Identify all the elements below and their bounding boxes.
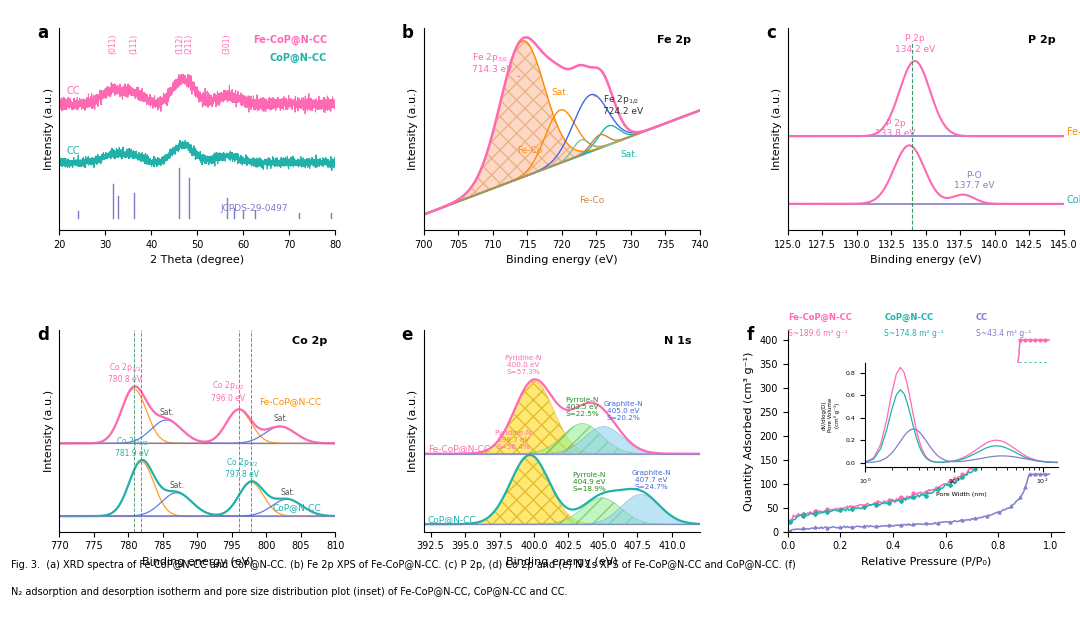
X-axis label: 2 Theta (degree): 2 Theta (degree) [150, 255, 244, 265]
Text: d: d [38, 327, 50, 344]
Y-axis label: Quantity Adsorbed (cm³ g⁻¹): Quantity Adsorbed (cm³ g⁻¹) [744, 351, 754, 511]
Y-axis label: Intensity (a.u.): Intensity (a.u.) [408, 390, 418, 472]
Text: CoP@N-CC: CoP@N-CC [270, 53, 327, 63]
Text: Sat.: Sat. [170, 480, 185, 489]
X-axis label: Relative Pressure (P/P₀): Relative Pressure (P/P₀) [861, 557, 991, 567]
Text: CoP@N-CC: CoP@N-CC [273, 503, 322, 511]
Text: Co 2p$_{1/2}$
796.0 eV: Co 2p$_{1/2}$ 796.0 eV [212, 379, 245, 403]
Text: Fig. 3.  (a) XRD spectra of Fe-CoP@N-CC and CoP@N-CC. (b) Fe 2p XPS of Fe-CoP@N-: Fig. 3. (a) XRD spectra of Fe-CoP@N-CC a… [11, 560, 796, 570]
Text: P-O
137.7 eV: P-O 137.7 eV [954, 171, 995, 191]
Text: Sat.: Sat. [273, 415, 288, 423]
Text: (211): (211) [185, 34, 193, 54]
Text: CoP@N-CC: CoP@N-CC [885, 313, 934, 322]
Y-axis label: Intensity (a.u.): Intensity (a.u.) [44, 88, 54, 170]
Text: P 2p: P 2p [1028, 35, 1055, 44]
Text: P 2p
133.8 eV: P 2p 133.8 eV [875, 119, 916, 138]
Text: Co 2p$_{1/2}$
797.8 eV: Co 2p$_{1/2}$ 797.8 eV [226, 456, 259, 479]
Text: f: f [746, 327, 754, 344]
Text: e: e [402, 327, 413, 344]
Text: CC: CC [66, 86, 80, 96]
Text: Pyridine-N
399.7 eV
S=56.4%: Pyridine-N 399.7 eV S=56.4% [495, 430, 532, 449]
Text: Sat.: Sat. [160, 408, 175, 417]
Y-axis label: Intensity (a.u.): Intensity (a.u.) [44, 390, 54, 472]
Text: Fe-CoP@N-CC: Fe-CoP@N-CC [253, 35, 327, 45]
Text: Fe 2p$_{1/2}$
724.2 eV: Fe 2p$_{1/2}$ 724.2 eV [593, 93, 643, 116]
Text: (301): (301) [222, 33, 231, 54]
Text: Fe-CoP@N-CC: Fe-CoP@N-CC [788, 313, 852, 322]
X-axis label: Binding energy (eV): Binding energy (eV) [505, 255, 618, 265]
Text: Sat.: Sat. [280, 488, 295, 498]
Text: Fe-CoP@N-CC: Fe-CoP@N-CC [428, 444, 490, 453]
Text: (011): (011) [108, 34, 118, 54]
Text: Fe-CoP@N-CC: Fe-CoP@N-CC [259, 398, 322, 406]
Text: Sat.: Sat. [551, 88, 569, 97]
Text: Graphite-N
407.7 eV
S=24.7%: Graphite-N 407.7 eV S=24.7% [632, 470, 671, 490]
Y-axis label: Intensity (a.u.): Intensity (a.u.) [408, 88, 418, 170]
Text: Fe-Co: Fe-Co [579, 196, 604, 205]
Text: S~43.4 m² g⁻¹: S~43.4 m² g⁻¹ [975, 330, 1030, 339]
Text: CoP@N-CC: CoP@N-CC [1067, 194, 1080, 204]
Text: Sat.: Sat. [620, 149, 638, 159]
Text: N 1s: N 1s [664, 337, 691, 346]
Text: Fe-CoP@N-CC: Fe-CoP@N-CC [1067, 126, 1080, 136]
Text: Fe 2p$_{3/2}$
714.3 eV: Fe 2p$_{3/2}$ 714.3 eV [472, 51, 519, 77]
Text: Fe 2p: Fe 2p [658, 35, 691, 44]
Text: Co 2p$_{3/2}$
780.8 eV: Co 2p$_{3/2}$ 780.8 eV [108, 361, 141, 384]
Text: Pyrrole-N
404.9 eV
S=18.9%: Pyrrole-N 404.9 eV S=18.9% [572, 472, 606, 492]
Text: c: c [766, 25, 775, 42]
Text: CC: CC [66, 146, 80, 156]
Text: CoP@N-CC: CoP@N-CC [428, 515, 476, 523]
Text: (111): (111) [130, 34, 139, 54]
Text: S~174.8 m² g⁻¹: S~174.8 m² g⁻¹ [885, 330, 944, 339]
Text: a: a [38, 25, 49, 42]
Text: b: b [402, 25, 414, 42]
Text: Co 2p$_{3/2}$
781.9 eV: Co 2p$_{3/2}$ 781.9 eV [114, 436, 149, 458]
Text: Pyrrole-N
403.5 eV
S=22.5%: Pyrrole-N 403.5 eV S=22.5% [566, 397, 599, 417]
Text: (112): (112) [175, 34, 184, 54]
Text: JCPDS-29-0497: JCPDS-29-0497 [220, 204, 288, 213]
Text: CC: CC [975, 313, 988, 322]
Y-axis label: Intensity (a.u.): Intensity (a.u.) [772, 88, 782, 170]
Text: Pyridine-N
400.0 eV
S=57.3%: Pyridine-N 400.0 eV S=57.3% [504, 356, 542, 375]
X-axis label: Binding energy (eV): Binding energy (eV) [505, 557, 618, 567]
Text: S~189.6 m² g⁻¹: S~189.6 m² g⁻¹ [788, 330, 848, 339]
Text: Graphite-N
405.0 eV
S=20.2%: Graphite-N 405.0 eV S=20.2% [604, 401, 644, 421]
X-axis label: Binding energy (eV): Binding energy (eV) [141, 557, 253, 567]
X-axis label: Binding energy (eV): Binding energy (eV) [870, 255, 982, 265]
Text: N₂ adsorption and desorption isotherm and pore size distribution plot (inset) of: N₂ adsorption and desorption isotherm an… [11, 587, 567, 598]
Text: Fe-Co: Fe-Co [516, 146, 542, 155]
Text: Co 2p: Co 2p [292, 337, 327, 346]
Text: P 2p
134.2 eV: P 2p 134.2 eV [894, 34, 935, 54]
